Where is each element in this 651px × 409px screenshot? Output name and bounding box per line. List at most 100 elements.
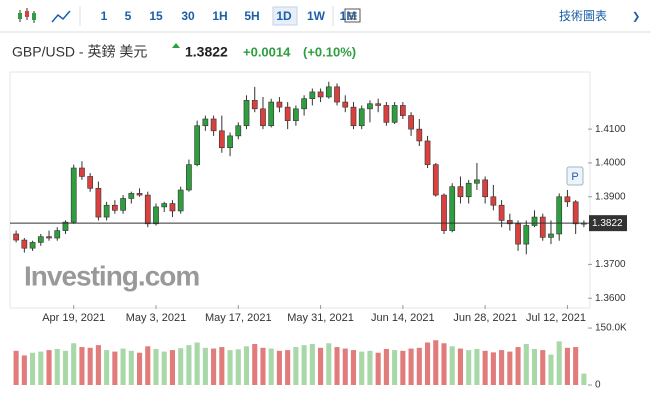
candle-body	[498, 204, 505, 221]
candle-body	[572, 201, 579, 225]
candle-body	[210, 118, 217, 132]
candle-body	[457, 186, 464, 198]
volume-bar	[564, 347, 570, 385]
candle-body	[523, 225, 530, 245]
y-tick-label: 1.3900	[595, 191, 626, 202]
y-tick-label: 1.3700	[595, 259, 626, 270]
candle-body	[539, 216, 546, 238]
x-tick-label: Jun 28, 2021	[453, 312, 517, 324]
volume-bar	[136, 352, 143, 385]
candle-body	[62, 221, 69, 231]
interval-button[interactable]: 30	[181, 9, 195, 23]
candle-body	[441, 194, 447, 231]
volume-tick-label: 0	[595, 380, 601, 391]
volume-bar	[276, 350, 282, 385]
candle-body	[515, 223, 521, 245]
plot: 1.4100 1.4000 1.3900 1.3700 1.3600 Apr 19, 20…	[10, 81, 627, 391]
volume-bar	[285, 350, 291, 385]
last-price-box	[589, 215, 627, 232]
candle-body	[531, 216, 538, 226]
volume-bar	[523, 344, 529, 385]
candle-body	[276, 101, 283, 108]
interval-button[interactable]: 1H	[212, 9, 227, 23]
interval-button[interactable]: 1	[101, 9, 108, 23]
volume-bar	[573, 347, 579, 385]
candle-body	[136, 193, 143, 196]
volume-bar	[350, 350, 357, 385]
candle-body	[449, 186, 456, 231]
candle-body	[194, 125, 200, 165]
volume-bar	[540, 350, 546, 385]
x-tick-label: Jun 14, 2021	[371, 312, 435, 324]
p-button-label[interactable]: P	[571, 171, 578, 183]
volume-bar	[186, 345, 192, 385]
volume-bar	[268, 348, 274, 385]
pair-title: GBP/USD - 英鎊 美元	[12, 44, 147, 60]
candle-body	[103, 204, 110, 218]
chevron[interactable]: ❯	[632, 12, 640, 23]
p-button[interactable]	[566, 166, 584, 186]
volume-bar	[128, 350, 134, 385]
interval-button[interactable]: 5H	[244, 9, 259, 23]
change-pct: (+0.10%)	[303, 44, 356, 59]
candle-icon[interactable]	[18, 8, 36, 23]
candle-body	[13, 233, 19, 241]
interval-button[interactable]: 15	[149, 9, 163, 23]
indicator-icon-lines	[348, 12, 357, 20]
candle-body	[54, 230, 61, 239]
volume-bar	[548, 354, 554, 385]
volume-bar	[441, 343, 447, 385]
plot-frame	[9, 71, 591, 309]
volume-bar	[235, 349, 241, 385]
volume-bar	[556, 341, 562, 385]
volume-bar	[293, 347, 299, 385]
candle-body	[490, 196, 497, 206]
volume-bar	[71, 343, 77, 385]
y-tick-label: 1.3600	[595, 293, 626, 304]
volume-bar	[104, 350, 110, 385]
candle-body	[37, 236, 44, 243]
volume-bar	[515, 347, 521, 385]
technical-chart-link[interactable]: 技術圖表	[559, 9, 607, 23]
candle-body	[153, 206, 159, 225]
volume-tick-label: 150.0K	[595, 323, 627, 334]
candle-body	[144, 194, 151, 225]
volume-bar	[178, 348, 184, 385]
interval-button[interactable]: 1W	[307, 9, 326, 23]
candle-body	[260, 108, 266, 127]
candle-body	[29, 242, 36, 249]
volume-bar	[416, 347, 422, 385]
interval-button[interactable]: 5	[125, 9, 132, 23]
volume-bar	[326, 343, 332, 385]
price: 1.3822	[185, 44, 228, 60]
volume-bar	[194, 342, 200, 385]
volume-bar	[227, 350, 233, 385]
candle-body	[161, 203, 168, 208]
candle-body	[358, 108, 365, 127]
volume-bar	[507, 351, 513, 385]
watermark: Investing.com	[24, 260, 199, 291]
volume-bar	[243, 346, 250, 385]
candle-body	[432, 164, 439, 196]
volume-bar	[161, 351, 167, 385]
volume-bar	[383, 348, 389, 385]
line-icon[interactable]	[51, 10, 71, 23]
volume-bar	[400, 350, 406, 385]
volume-bar	[95, 345, 101, 385]
volume-bar	[211, 348, 217, 385]
candle-body	[301, 98, 307, 110]
candle-body	[367, 103, 373, 110]
indicator-icon[interactable]	[344, 8, 361, 23]
volume-bar	[202, 347, 208, 385]
selected-interval-bg	[272, 6, 298, 26]
candle-body	[120, 198, 126, 211]
candle-body	[391, 105, 398, 123]
candle-body	[268, 101, 275, 127]
change: +0.0014	[243, 44, 291, 59]
volume-bar	[309, 344, 315, 385]
volume-bar	[318, 347, 324, 385]
interval-button[interactable]: 1D	[276, 9, 292, 23]
candle-body	[383, 105, 390, 123]
volume-bar	[79, 347, 85, 385]
